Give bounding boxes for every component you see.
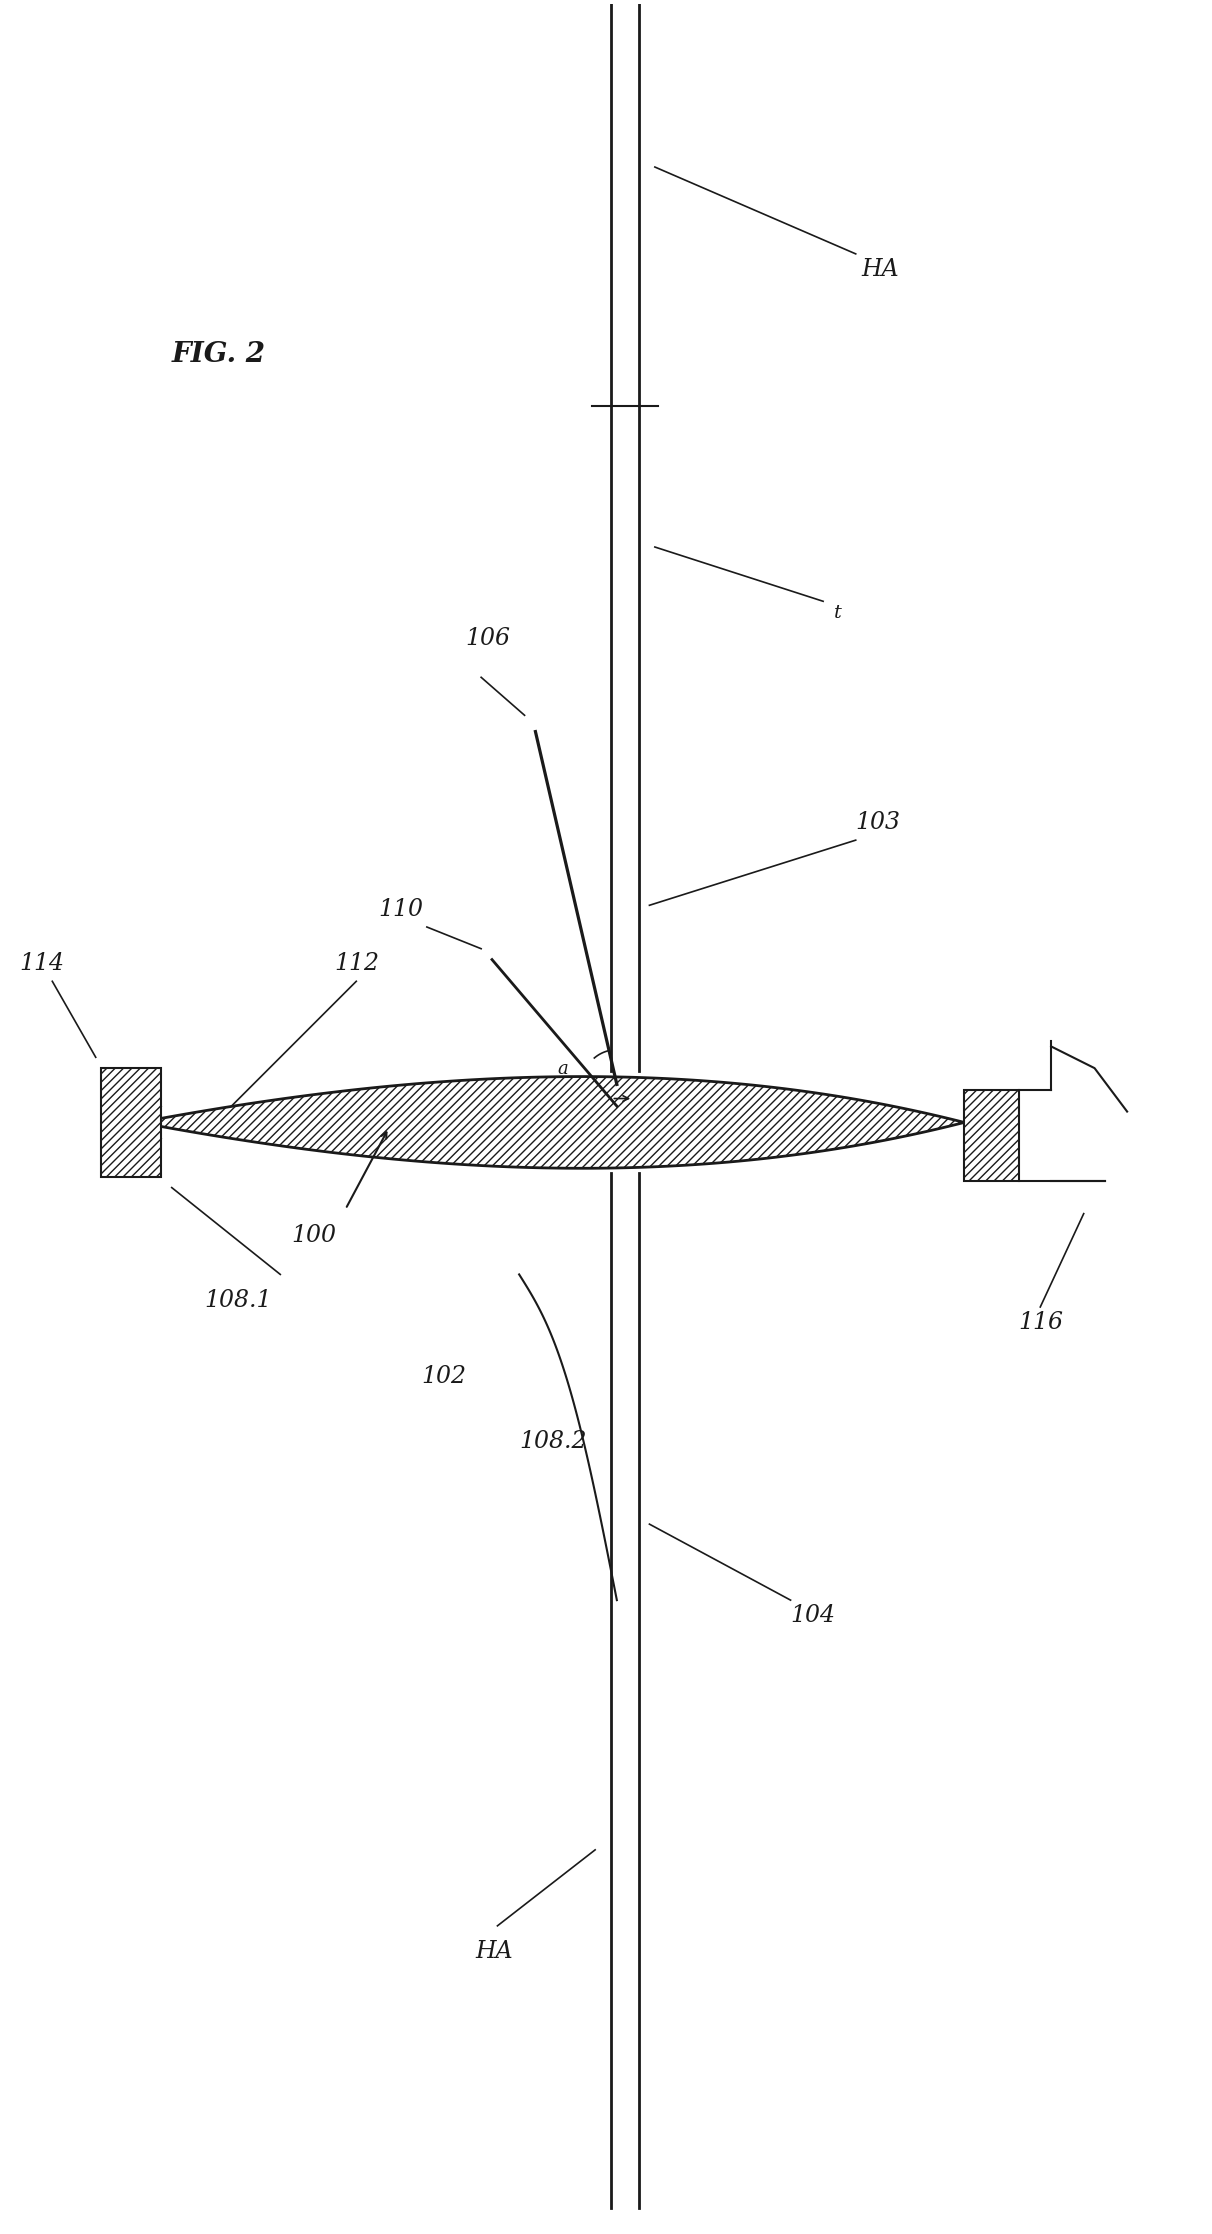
Text: 102: 102 (422, 1365, 467, 1387)
Text: 106: 106 (465, 628, 510, 650)
Text: 108.1: 108.1 (205, 1289, 271, 1311)
Text: HA: HA (476, 1941, 514, 1964)
Text: t: t (834, 603, 842, 621)
Text: 100: 100 (291, 1224, 336, 1247)
Polygon shape (139, 1077, 965, 1168)
Text: 110: 110 (378, 898, 423, 920)
Text: 103: 103 (856, 811, 901, 833)
Text: 108.2: 108.2 (519, 1430, 587, 1452)
Text: 114: 114 (19, 952, 64, 976)
Text: 104: 104 (790, 1604, 835, 1626)
Text: FIG. 2: FIG. 2 (172, 342, 265, 369)
Text: a: a (558, 1059, 568, 1077)
Text: 116: 116 (1018, 1311, 1064, 1334)
Polygon shape (101, 1068, 161, 1177)
Text: 112: 112 (335, 952, 379, 976)
Text: HA: HA (862, 257, 899, 281)
Polygon shape (965, 1090, 1018, 1182)
